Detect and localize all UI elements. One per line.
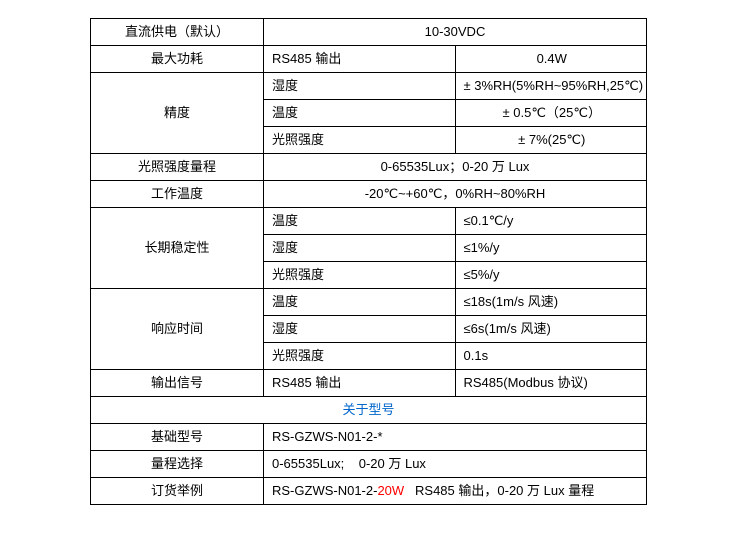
dc-power-label: 直流供电（默认） xyxy=(91,19,264,46)
lux-range-value: 0-65535Lux；0-20 万 Lux xyxy=(264,154,647,181)
row-about-model: 关于型号 xyxy=(91,397,647,424)
accuracy-temp-sub: 温度 xyxy=(264,100,456,127)
row-dc-power: 直流供电（默认） 10-30VDC xyxy=(91,19,647,46)
stability-lux-sub: 光照强度 xyxy=(264,262,456,289)
row-output-signal: 输出信号 RS485 输出 RS485(Modbus 协议) xyxy=(91,370,647,397)
accuracy-humidity-sub: 湿度 xyxy=(264,73,456,100)
order-example-highlight: 20W xyxy=(377,483,404,498)
response-temp-sub: 温度 xyxy=(264,289,456,316)
range-select-label: 量程选择 xyxy=(91,451,264,478)
accuracy-lux-sub: 光照强度 xyxy=(264,127,456,154)
row-work-temp: 工作温度 -20℃~+60℃，0%RH~80%RH xyxy=(91,181,647,208)
output-signal-label: 输出信号 xyxy=(91,370,264,397)
base-model-label: 基础型号 xyxy=(91,424,264,451)
order-example-prefix: RS-GZWS-N01-2- xyxy=(272,483,377,498)
order-example-suffix: RS485 输出，0-20 万 Lux 量程 xyxy=(404,483,594,498)
stability-label: 长期稳定性 xyxy=(91,208,264,289)
output-signal-value: RS485(Modbus 协议) xyxy=(455,370,647,397)
response-label: 响应时间 xyxy=(91,289,264,370)
accuracy-temp-value: ± 0.5℃（25℃） xyxy=(455,100,647,127)
row-order-example: 订货举例 RS-GZWS-N01-2-20W RS485 输出，0-20 万 L… xyxy=(91,478,647,505)
response-lux-sub: 光照强度 xyxy=(264,343,456,370)
dc-power-value: 10-30VDC xyxy=(264,19,647,46)
base-model-value: RS-GZWS-N01-2-* xyxy=(264,424,647,451)
work-temp-label: 工作温度 xyxy=(91,181,264,208)
accuracy-humidity-value: ± 3%RH(5%RH~95%RH,25℃) xyxy=(455,73,647,100)
range-select-value: 0-65535Lux; 0-20 万 Lux xyxy=(264,451,647,478)
lux-range-label: 光照强度量程 xyxy=(91,154,264,181)
spec-table: 直流供电（默认） 10-30VDC 最大功耗 RS485 输出 0.4W 精度 … xyxy=(90,18,647,505)
row-range-select: 量程选择 0-65535Lux; 0-20 万 Lux xyxy=(91,451,647,478)
response-lux-value: 0.1s xyxy=(455,343,647,370)
order-example-value: RS-GZWS-N01-2-20W RS485 输出，0-20 万 Lux 量程 xyxy=(264,478,647,505)
max-power-label: 最大功耗 xyxy=(91,46,264,73)
row-max-power: 最大功耗 RS485 输出 0.4W xyxy=(91,46,647,73)
response-temp-value: ≤18s(1m/s 风速) xyxy=(455,289,647,316)
work-temp-value: -20℃~+60℃，0%RH~80%RH xyxy=(264,181,647,208)
stability-temp-value: ≤0.1℃/y xyxy=(455,208,647,235)
about-model-title: 关于型号 xyxy=(91,397,647,424)
accuracy-lux-value: ± 7%(25℃) xyxy=(455,127,647,154)
row-response-temp: 响应时间 温度 ≤18s(1m/s 风速) xyxy=(91,289,647,316)
stability-humidity-value: ≤1%/y xyxy=(455,235,647,262)
stability-humidity-sub: 湿度 xyxy=(264,235,456,262)
stability-temp-sub: 温度 xyxy=(264,208,456,235)
max-power-sub: RS485 输出 xyxy=(264,46,456,73)
response-humidity-sub: 湿度 xyxy=(264,316,456,343)
row-accuracy-humidity: 精度 湿度 ± 3%RH(5%RH~95%RH,25℃) xyxy=(91,73,647,100)
row-stability-temp: 长期稳定性 温度 ≤0.1℃/y xyxy=(91,208,647,235)
row-lux-range: 光照强度量程 0-65535Lux；0-20 万 Lux xyxy=(91,154,647,181)
row-base-model: 基础型号 RS-GZWS-N01-2-* xyxy=(91,424,647,451)
accuracy-label: 精度 xyxy=(91,73,264,154)
order-example-label: 订货举例 xyxy=(91,478,264,505)
output-signal-sub: RS485 输出 xyxy=(264,370,456,397)
response-humidity-value: ≤6s(1m/s 风速) xyxy=(455,316,647,343)
max-power-value: 0.4W xyxy=(455,46,647,73)
stability-lux-value: ≤5%/y xyxy=(455,262,647,289)
